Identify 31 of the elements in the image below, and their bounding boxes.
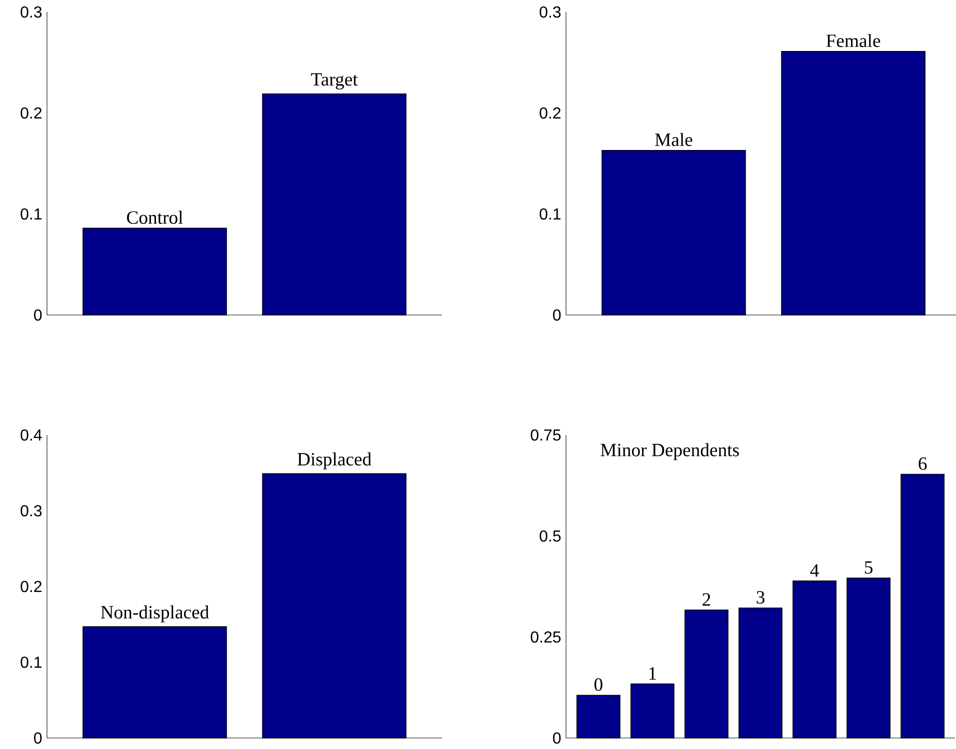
x-tick-label: Female [826,34,880,48]
y-tick-label: 0 [34,732,42,744]
annotation: Minor Dependents [600,443,739,460]
x-tick-label: Non-displaced [100,605,209,622]
x-tick-label: Male [655,132,692,146]
y-tick-label: 0 [34,309,42,321]
y-tick-label: 0 [553,732,561,744]
x-tick-label: Displaced [298,452,372,470]
category-label: 3 [756,591,764,604]
y-tick-label: 0.3 [540,6,561,18]
y-tick-label: 0.2 [20,580,42,592]
y-tick-label: 0.75 [530,429,561,441]
y-tick-label: 0.2 [540,107,560,119]
category-label: 4 [810,564,819,577]
y-tick-label: 0.25 [530,631,561,643]
category-label: 0 [594,678,602,691]
y-tick-label: 0.3 [20,505,42,516]
y-tick-label: 0.1 [540,208,561,220]
category-label: 6 [918,457,927,470]
category-label: 5 [864,561,872,574]
y-tick-label: 0.1 [20,208,42,220]
y-tick-label: 0.3 [20,6,42,18]
y-tick-label: 0.4 [20,429,42,441]
x-tick-label: Target [311,73,358,90]
category-label: 2 [702,593,710,606]
y-tick-label: 0.5 [540,530,561,542]
category-label: 1 [649,667,656,680]
y-tick-label: 0.2 [20,107,42,119]
x-tick-label: Control [126,210,183,224]
y-tick-label: 0.1 [20,656,42,668]
y-tick-label: 0 [553,309,561,321]
